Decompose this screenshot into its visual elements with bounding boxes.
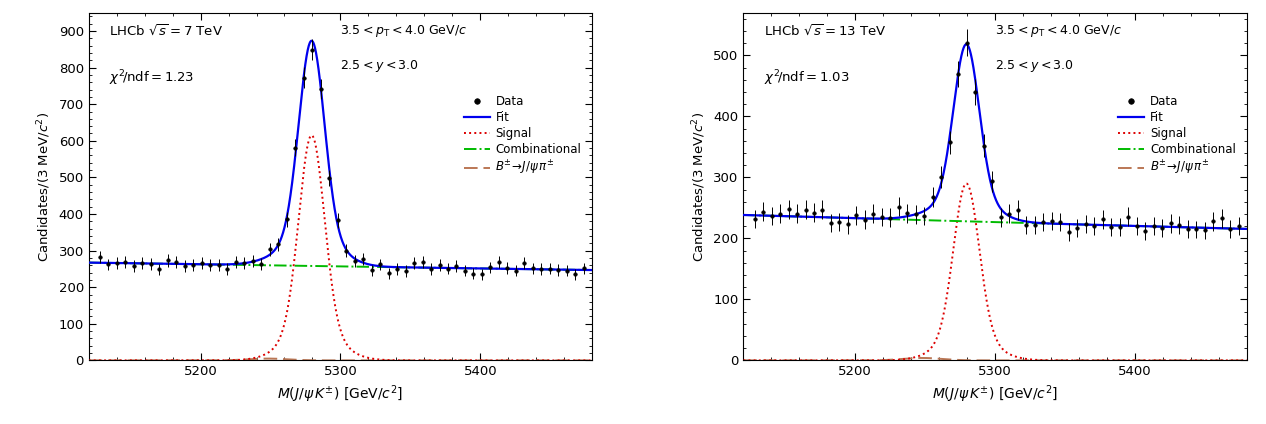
Y-axis label: Candidates/(3 MeV/$c^2$): Candidates/(3 MeV/$c^2$) xyxy=(690,112,708,262)
Legend: Data, Fit, Signal, Combinational, $B^{\pm}\!\to\!J/\psi\,\pi^{\pm}$: Data, Fit, Signal, Combinational, $B^{\p… xyxy=(463,95,581,177)
X-axis label: $M(J/\psi\,K^{\pm})\ [\mathrm{GeV}/c^2]$: $M(J/\psi\,K^{\pm})\ [\mathrm{GeV}/c^2]$ xyxy=(277,384,404,405)
Legend: Data, Fit, Signal, Combinational, $B^{\pm}\!\to\!J/\psi\,\pi^{\pm}$: Data, Fit, Signal, Combinational, $B^{\p… xyxy=(1118,95,1236,177)
Text: $2.5 < y < 3.0$: $2.5 < y < 3.0$ xyxy=(995,58,1075,74)
X-axis label: $M(J/\psi\,K^{\pm})\ [\mathrm{GeV}/c^2]$: $M(J/\psi\,K^{\pm})\ [\mathrm{GeV}/c^2]$ xyxy=(932,384,1058,405)
Text: $3.5 < p_{\mathrm{T}} < 4.0\ \mathrm{GeV}/c$: $3.5 < p_{\mathrm{T}} < 4.0\ \mathrm{GeV… xyxy=(995,23,1122,39)
Text: $\chi^2\!/\mathrm{ndf} = $1.23: $\chi^2\!/\mathrm{ndf} = $1.23 xyxy=(109,68,194,88)
Text: $3.5 < p_{\mathrm{T}} < 4.0\ \mathrm{GeV}/c$: $3.5 < p_{\mathrm{T}} < 4.0\ \mathrm{GeV… xyxy=(341,23,467,39)
Y-axis label: Candidates/(3 MeV/$c^2$): Candidates/(3 MeV/$c^2$) xyxy=(35,112,53,262)
Text: $\chi^2\!/\mathrm{ndf} = $1.03: $\chi^2\!/\mathrm{ndf} = $1.03 xyxy=(763,68,849,88)
Text: LHCb $\sqrt{s} = $7 TeV: LHCb $\sqrt{s} = $7 TeV xyxy=(109,23,223,38)
Text: LHCb $\sqrt{s} = $13 TeV: LHCb $\sqrt{s} = $13 TeV xyxy=(763,23,886,38)
Text: $2.5 < y < 3.0$: $2.5 < y < 3.0$ xyxy=(341,58,419,74)
